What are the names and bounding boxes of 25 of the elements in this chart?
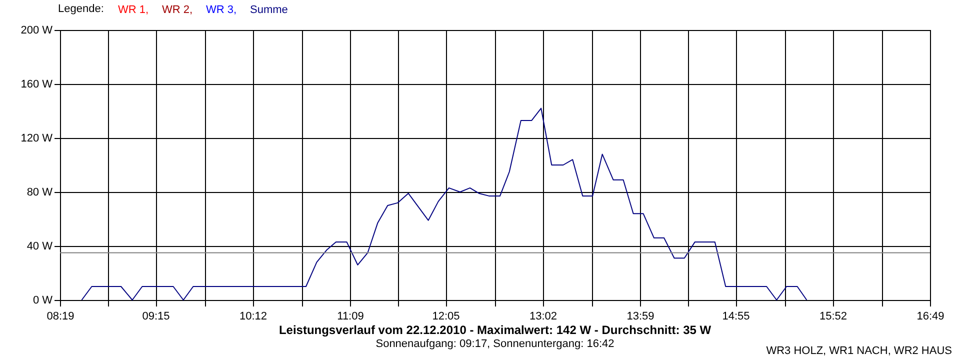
- text: Sonnenaufgang: 09:17, Sonnenuntergang: 16:42: [376, 338, 614, 350]
- legend-title: Legende:: [58, 3, 104, 15]
- y-tick-label: 80 W: [26, 186, 54, 198]
- x-tick-label: 13:59: [626, 310, 654, 322]
- text: WR3 HOLZ, WR1 NACH, WR2 HAUS: [766, 345, 952, 357]
- x-tick-label: 09:15: [142, 310, 170, 322]
- text: Summe: [250, 4, 288, 16]
- y-tick-label: 40 W: [26, 240, 54, 252]
- x-tick-label: 14:55: [722, 310, 750, 322]
- x-tick-label: 15:52: [820, 310, 848, 322]
- legend-label: WR 1,: [118, 4, 149, 16]
- x-tick-label: 10:12: [239, 310, 268, 322]
- y-tick-label: 0 W: [32, 294, 54, 306]
- line-series: [81, 108, 808, 300]
- x-tick-label: 11:09: [337, 310, 364, 322]
- x-tick-label: 08:19: [46, 310, 74, 322]
- text: Leistungsverlauf vom 22.12.2010 - Maximalwert: 142 W - Durchschnitt: 35 W: [278, 323, 712, 337]
- legend-label: WR 3,: [206, 4, 237, 16]
- y-tick-label: 200 W: [20, 24, 54, 36]
- legend-label: WR 2,: [162, 4, 193, 16]
- x-tick-label: 16:49: [916, 310, 944, 322]
- x-tick-label: 13:02: [529, 310, 558, 322]
- y-tick-label: 120 W: [20, 132, 54, 144]
- y-tick-label: 160 W: [20, 78, 54, 90]
- x-tick-label: 12:05: [432, 310, 460, 322]
